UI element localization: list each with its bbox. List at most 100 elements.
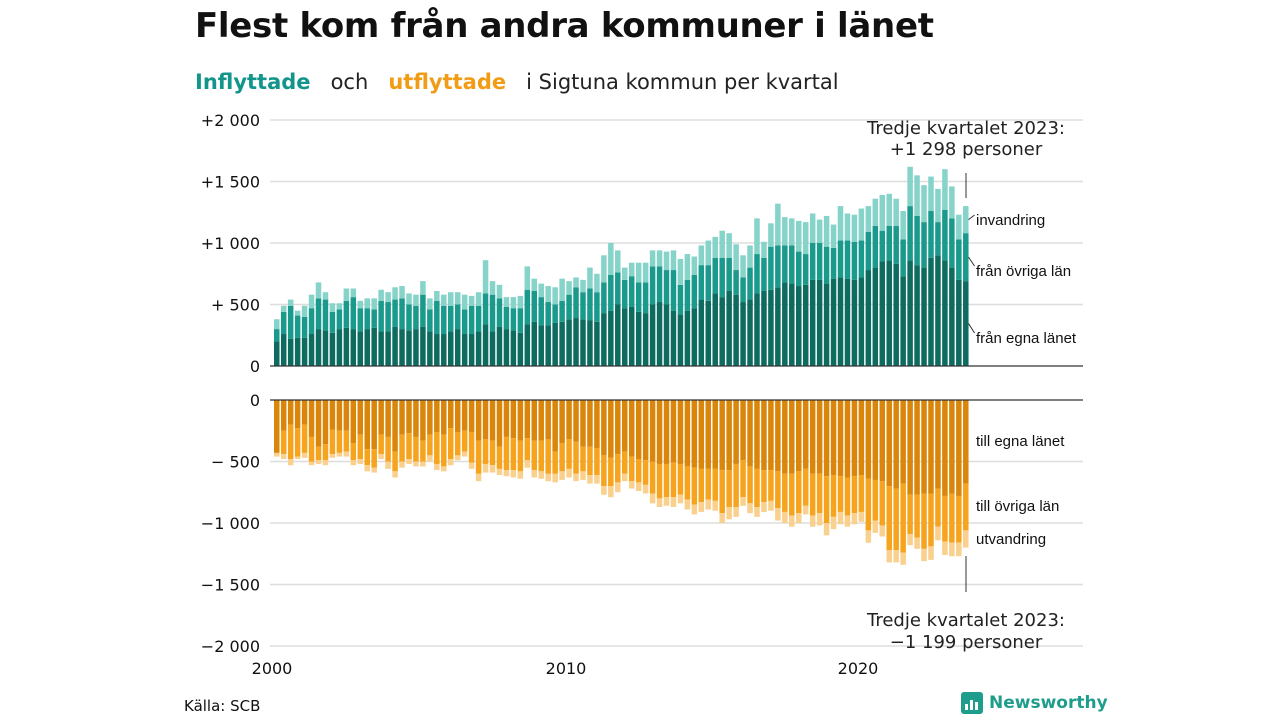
bar-emigration: [434, 463, 440, 471]
bar-in-other-counties: [963, 233, 969, 282]
bar-out-own-county: [427, 400, 433, 435]
bar-emigration: [949, 542, 955, 557]
bar-out-other-counties: [677, 463, 684, 495]
bar-emigration: [399, 461, 405, 468]
bar-out-own-county: [663, 400, 670, 464]
bar-out-other-counties: [573, 441, 579, 474]
bar-out-other-counties: [552, 451, 558, 474]
subtitle-inflow-word: Inflyttade: [195, 70, 311, 94]
bar-immigration: [830, 224, 837, 248]
bar-out-own-county: [796, 400, 802, 472]
bar-immigration: [461, 294, 468, 310]
bar-in-own-county: [830, 278, 837, 366]
bar-out-own-county: [949, 400, 955, 494]
bar-out-other-counties: [942, 495, 948, 542]
bar-immigration: [378, 289, 384, 301]
bar-immigration: [726, 233, 732, 258]
bar-in-own-county: [816, 279, 823, 366]
bar-immigration: [322, 292, 329, 300]
bar-out-own-county: [865, 400, 872, 479]
bar-emigration: [552, 473, 558, 483]
bar-out-own-county: [510, 400, 517, 439]
bar-immigration: [942, 169, 948, 210]
bar-out-own-county: [308, 400, 315, 437]
bar-immigration: [475, 292, 482, 306]
bar-in-own-county: [844, 278, 851, 366]
bar-immigration: [649, 250, 656, 267]
bar-in-other-counties: [350, 297, 357, 330]
bar-immigration: [740, 255, 746, 278]
bar-out-own-county: [963, 400, 969, 484]
bar-out-own-county: [601, 400, 607, 456]
brand-logo: Newsworthy: [961, 692, 1108, 714]
bar-in-other-counties: [865, 231, 872, 271]
bar-in-other-counties: [385, 302, 391, 332]
bar-emigration: [538, 471, 544, 479]
bar-out-other-counties: [921, 493, 927, 549]
bar-in-own-county: [656, 302, 663, 366]
bar-out-own-county: [622, 400, 628, 452]
bar-emigration: [761, 502, 767, 512]
bar-out-other-counties: [364, 449, 370, 466]
newsworthy-logo-icon: [961, 692, 983, 714]
bar-in-other-counties: [677, 284, 684, 315]
bar-immigration: [698, 245, 705, 266]
bar-in-other-counties: [768, 246, 774, 290]
bar-emigration: [858, 511, 865, 522]
bar-immigration: [587, 267, 593, 289]
bar-immigration: [601, 255, 607, 283]
bar-in-own-county: [691, 308, 698, 366]
bar-in-own-county: [851, 279, 858, 366]
bar-immigration: [392, 287, 398, 300]
bar-in-own-county: [496, 326, 503, 366]
bar-immigration: [364, 298, 370, 309]
bar-out-other-counties: [448, 428, 454, 460]
bar-out-other-counties: [809, 473, 816, 516]
bar-emigration: [851, 513, 858, 525]
bar-out-own-county: [559, 400, 565, 444]
bar-in-own-county: [663, 304, 670, 366]
bar-immigration: [670, 250, 677, 271]
bar-out-other-counties: [816, 473, 823, 514]
bar-out-other-counties: [385, 436, 391, 462]
bar-in-own-county: [385, 331, 391, 366]
bar-in-other-counties: [399, 298, 405, 330]
bar-out-other-counties: [963, 483, 969, 531]
bar-in-other-counties: [420, 294, 426, 327]
bar-in-other-counties: [552, 304, 558, 323]
bar-emigration: [642, 484, 649, 494]
bar-in-other-counties: [670, 270, 677, 311]
bar-out-own-county: [531, 400, 538, 441]
bar-in-other-counties: [935, 222, 941, 256]
label-till-ovriga-lan: till övriga län: [976, 498, 1059, 515]
bar-in-other-counties: [448, 305, 454, 332]
bar-in-other-counties: [392, 299, 398, 327]
bar-emigration: [392, 471, 398, 478]
bar-emigration: [385, 461, 391, 469]
bar-emigration: [420, 461, 426, 467]
bar-immigration: [872, 198, 879, 226]
bar-in-other-counties: [434, 300, 440, 335]
bar-emigration: [907, 534, 913, 546]
bar-out-own-county: [274, 400, 280, 453]
bar-in-other-counties: [719, 257, 725, 298]
bar-in-own-county: [573, 318, 579, 366]
bar-emigration: [315, 460, 322, 464]
bar-in-other-counties: [517, 308, 524, 333]
bar-in-own-county: [900, 276, 906, 366]
bar-out-other-counties: [789, 473, 795, 516]
bar-out-other-counties: [357, 434, 364, 460]
bar-out-other-counties: [482, 439, 489, 464]
bar-out-own-county: [454, 400, 461, 432]
bar-out-other-counties: [872, 479, 879, 521]
bar-out-other-counties: [517, 440, 524, 472]
bar-emigration: [573, 473, 579, 482]
bar-immigration: [844, 213, 851, 241]
bar-out-other-counties: [705, 468, 712, 500]
bar-immigration: [712, 236, 718, 258]
bar-emigration: [336, 452, 343, 457]
bar-out-own-county: [956, 400, 962, 496]
bar-in-own-county: [329, 332, 336, 366]
bar-emigration: [837, 511, 844, 525]
bar-in-other-counties: [956, 239, 962, 280]
